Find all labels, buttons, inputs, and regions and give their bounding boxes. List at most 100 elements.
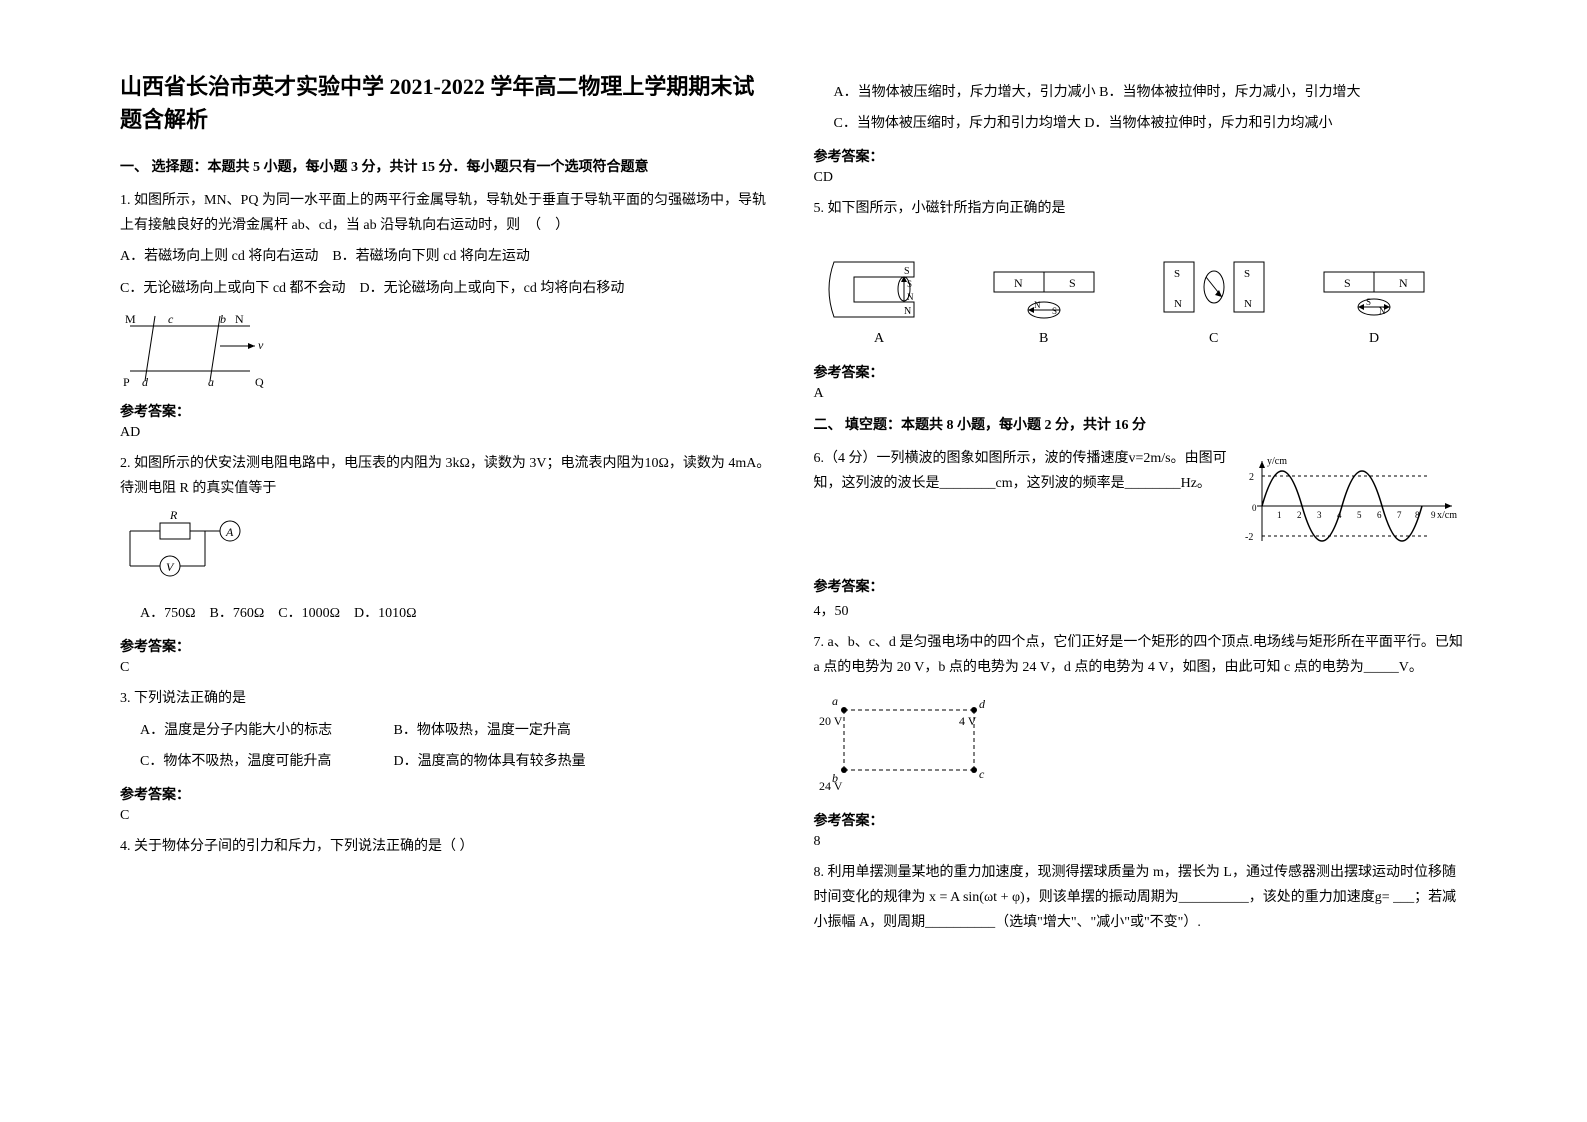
svg-text:S: S	[1052, 306, 1057, 316]
q4-options: A．当物体被压缩时，斥力增大，引力减小 B．当物体被拉伸时，斥力减小，引力增大 …	[814, 80, 1468, 136]
svg-text:S: S	[1344, 276, 1351, 290]
question-3: 3. 下列说法正确的是 A．温度是分子内能大小的标志 B．物体吸热，温度一定升高…	[120, 686, 774, 774]
svg-text:c: c	[168, 312, 174, 326]
section1-header: 一、 选择题：本题共 5 小题，每小题 3 分，共计 15 分．每小题只有一个选…	[120, 156, 774, 176]
q8-text: 8. 利用单摆测量某地的重力加速度，现测得摆球质量为 m，摆长为 L，通过传感器…	[814, 860, 1468, 936]
svg-text:A: A	[874, 331, 885, 346]
svg-text:2: 2	[1249, 472, 1254, 483]
q6-wave-diagram: y/cm x/cm 2 -2 1 2 3 4 5 6 7 8 9 0	[1237, 456, 1467, 556]
svg-text:S: S	[1244, 268, 1250, 280]
q3-answer: C	[120, 808, 774, 824]
q1-answer: AD	[120, 425, 774, 441]
svg-text:N: N	[1034, 300, 1041, 310]
q3-optA: A．温度是分子内能大小的标志	[140, 718, 390, 743]
svg-text:2: 2	[1297, 510, 1302, 520]
svg-text:N: N	[1379, 306, 1386, 316]
svg-text:20 V: 20 V	[819, 714, 843, 728]
q4-optAB: A．当物体被压缩时，斥力增大，引力减小 B．当物体被拉伸时，斥力减小，引力增大	[814, 80, 1468, 105]
svg-text:N: N	[1244, 298, 1252, 310]
svg-text:c: c	[979, 767, 985, 781]
q6-answer: 4，50	[814, 600, 1468, 620]
svg-text:Q: Q	[255, 375, 264, 389]
svg-text:d: d	[142, 375, 149, 389]
answer-label-2: 参考答案：	[120, 636, 774, 656]
question-1: 1. 如图所示，MN、PQ 为同一水平面上的两平行金属导轨，导轨处于垂直于导轨平…	[120, 188, 774, 391]
svg-text:N: N	[904, 306, 911, 317]
q2-options: A．750Ω B．760Ω C．1000Ω D．1010Ω	[120, 601, 774, 626]
q1-options-cd: C．无论磁场向上或向下 cd 都不会动 D．无论磁场向上或向下，cd 均将向右移…	[120, 276, 774, 301]
svg-text:3: 3	[1317, 510, 1322, 520]
svg-text:-2: -2	[1245, 532, 1253, 543]
svg-text:8: 8	[1415, 510, 1420, 520]
q2-answer: C	[120, 660, 774, 676]
svg-text:v: v	[258, 338, 264, 352]
svg-text:y/cm: y/cm	[1267, 456, 1287, 467]
svg-text:P: P	[123, 375, 130, 389]
q6-text: 6.（4 分）一列横波的图象如图所示，波的传播速度v=2m/s。由图可知，这列波…	[814, 446, 1238, 496]
q4-optCD: C．当物体被压缩时，斥力和引力均增大 D．当物体被拉伸时，斥力和引力均减小	[814, 111, 1468, 136]
q5-diagram: S N S N A N S N	[814, 232, 1468, 352]
q3-optD: D．温度高的物体具有较多热量	[394, 754, 586, 769]
svg-text:B: B	[1039, 331, 1048, 346]
svg-text:b: b	[220, 312, 226, 326]
q2-text: 2. 如图所示的伏安法测电阻电路中，电压表的内阻为 3kΩ，读数为 3V；电流表…	[120, 451, 774, 501]
question-4: 4. 关于物体分子间的引力和斥力，下列说法正确的是（ ）	[120, 834, 774, 859]
svg-text:6: 6	[1377, 510, 1382, 520]
svg-text:7: 7	[1397, 510, 1402, 520]
svg-text:D: D	[1369, 331, 1379, 346]
svg-text:A: A	[225, 525, 234, 539]
answer-label-5: 参考答案：	[814, 362, 1468, 382]
q4-answer: CD	[814, 170, 1468, 186]
right-column: A．当物体被压缩时，斥力增大，引力减小 B．当物体被拉伸时，斥力减小，引力增大 …	[794, 70, 1488, 1052]
q3-text: 3. 下列说法正确的是	[120, 686, 774, 711]
q1-diagram: M b N c P Q d a v	[120, 311, 774, 391]
q3-optB: B．物体吸热，温度一定升高	[394, 723, 571, 738]
svg-text:4 V: 4 V	[959, 714, 977, 728]
svg-text:N: N	[1399, 276, 1408, 290]
left-column: 山西省长治市英才实验中学 2021-2022 学年高二物理上学期期末试题含解析 …	[100, 70, 794, 1052]
question-2: 2. 如图所示的伏安法测电阻电路中，电压表的内阻为 3kΩ，读数为 3V；电流表…	[120, 451, 774, 627]
svg-text:24 V: 24 V	[819, 779, 843, 793]
svg-text:S: S	[904, 266, 910, 277]
svg-text:1: 1	[1277, 510, 1282, 520]
answer-label-7: 参考答案：	[814, 810, 1468, 830]
q4-text: 4. 关于物体分子间的引力和斥力，下列说法正确的是（ ）	[120, 834, 774, 859]
question-7: 7. a、b、c、d 是匀强电场中的四个点，它们正好是一个矩形的四个顶点.电场线…	[814, 630, 1468, 800]
svg-text:4: 4	[1337, 510, 1342, 520]
svg-text:V: V	[166, 560, 175, 574]
answer-label-6: 参考答案：	[814, 576, 1468, 596]
question-5: 5. 如下图所示，小磁针所指方向正确的是 S N S N A	[814, 196, 1468, 351]
svg-text:x/cm: x/cm	[1437, 510, 1457, 521]
answer-label-4: 参考答案：	[814, 146, 1468, 166]
answer-label-3: 参考答案：	[120, 784, 774, 804]
q5-text: 5. 如下图所示，小磁针所指方向正确的是	[814, 196, 1468, 221]
svg-text:a: a	[208, 375, 214, 389]
svg-text:a: a	[832, 694, 838, 708]
q2-diagram: A V R	[120, 511, 774, 591]
svg-text:9: 9	[1431, 510, 1436, 520]
svg-text:N: N	[907, 292, 914, 302]
svg-text:d: d	[979, 697, 986, 711]
svg-text:N: N	[235, 312, 244, 326]
svg-text:N: N	[1174, 298, 1182, 310]
answer-label-1: 参考答案：	[120, 401, 774, 421]
svg-text:S: S	[907, 279, 912, 289]
svg-text:M: M	[125, 312, 136, 326]
svg-text:0: 0	[1252, 503, 1257, 513]
q1-options-ab: A．若磁场向上则 cd 将向右运动 B．若磁场向下则 cd 将向左运动	[120, 244, 774, 269]
document-title: 山西省长治市英才实验中学 2021-2022 学年高二物理上学期期末试题含解析	[120, 70, 774, 136]
question-6: 6.（4 分）一列横波的图象如图所示，波的传播速度v=2m/s。由图可知，这列波…	[814, 446, 1468, 566]
section2-header: 二、 填空题：本题共 8 小题，每小题 2 分，共计 16 分	[814, 414, 1468, 434]
svg-text:5: 5	[1357, 510, 1362, 520]
question-8: 8. 利用单摆测量某地的重力加速度，现测得摆球质量为 m，摆长为 L，通过传感器…	[814, 860, 1468, 936]
svg-text:S: S	[1069, 276, 1076, 290]
q7-text: 7. a、b、c、d 是匀强电场中的四个点，它们正好是一个矩形的四个顶点.电场线…	[814, 630, 1468, 680]
svg-text:N: N	[1014, 276, 1023, 290]
q7-diagram: a d b c 20 V 24 V 4 V	[814, 690, 1468, 800]
q7-answer: 8	[814, 834, 1468, 850]
svg-text:S: S	[1366, 297, 1371, 307]
svg-text:R: R	[169, 511, 178, 522]
q5-answer: A	[814, 386, 1468, 402]
svg-text:C: C	[1209, 331, 1218, 346]
svg-text:S: S	[1174, 268, 1180, 280]
